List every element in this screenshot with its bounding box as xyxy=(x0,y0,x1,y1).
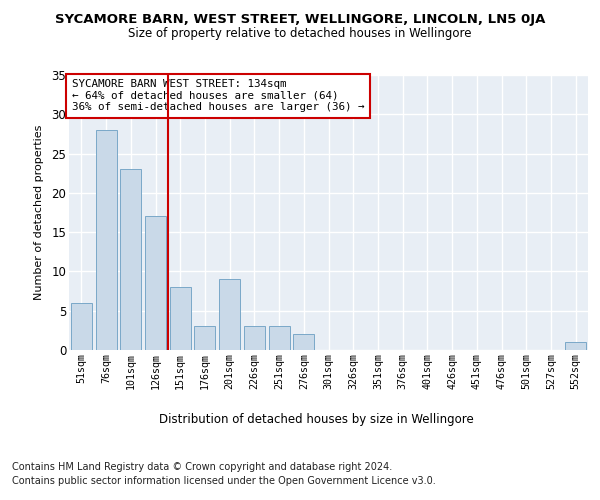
Bar xyxy=(170,287,191,350)
Text: SYCAMORE BARN, WEST STREET, WELLINGORE, LINCOLN, LN5 0JA: SYCAMORE BARN, WEST STREET, WELLINGORE, … xyxy=(55,12,545,26)
Bar xyxy=(244,326,265,350)
Bar xyxy=(145,216,166,350)
Text: Size of property relative to detached houses in Wellingore: Size of property relative to detached ho… xyxy=(128,28,472,40)
Text: SYCAMORE BARN WEST STREET: 134sqm
← 64% of detached houses are smaller (64)
36% : SYCAMORE BARN WEST STREET: 134sqm ← 64% … xyxy=(71,79,364,112)
Bar xyxy=(219,280,240,350)
Bar xyxy=(95,130,116,350)
Bar xyxy=(269,326,290,350)
Bar xyxy=(293,334,314,350)
Text: Contains public sector information licensed under the Open Government Licence v3: Contains public sector information licen… xyxy=(12,476,436,486)
Bar xyxy=(120,170,141,350)
Bar xyxy=(565,342,586,350)
Text: Contains HM Land Registry data © Crown copyright and database right 2024.: Contains HM Land Registry data © Crown c… xyxy=(12,462,392,472)
Y-axis label: Number of detached properties: Number of detached properties xyxy=(34,125,44,300)
Text: Distribution of detached houses by size in Wellingore: Distribution of detached houses by size … xyxy=(159,412,474,426)
Bar xyxy=(71,303,92,350)
Bar xyxy=(194,326,215,350)
